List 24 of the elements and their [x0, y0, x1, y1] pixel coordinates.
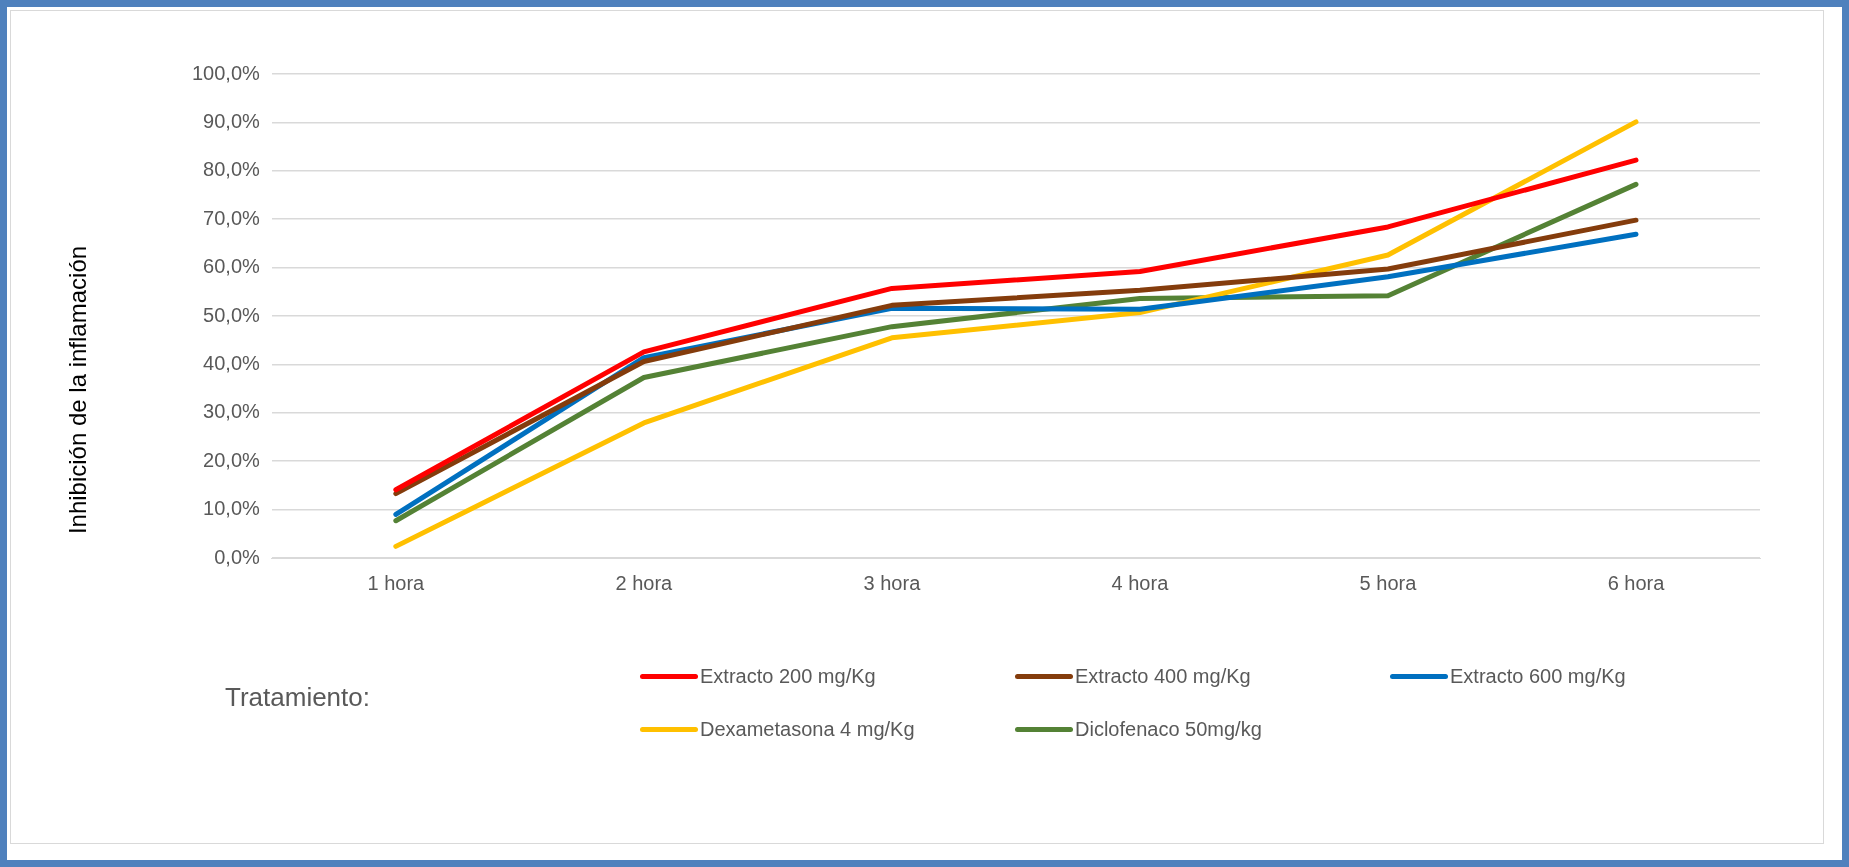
y-tick-label: 30,0% [203, 400, 261, 423]
y-tick-label: 70,0% [203, 206, 261, 229]
legend-label: Diclofenaco 50mg/kg [1075, 718, 1262, 741]
x-tick-label: 4 hora [1111, 571, 1170, 594]
x-tick-label: 5 hora [1359, 571, 1418, 594]
x-tick-label: 2 hora [615, 571, 674, 594]
legend-label: Extracto 400 mg/Kg [1075, 665, 1251, 688]
legend-label: Extracto 600 mg/Kg [1450, 665, 1626, 688]
y-tick-label: 50,0% [203, 303, 261, 326]
y-tick-label: 90,0% [203, 109, 261, 132]
x-tick-label: 6 hora [1607, 571, 1666, 594]
legend-title: Tratamiento: [225, 682, 370, 713]
y-tick-label: 0,0% [214, 545, 261, 568]
y-tick-label: 100,0% [191, 61, 261, 84]
y-tick-label: 80,0% [203, 158, 261, 181]
y-tick-label: 10,0% [203, 497, 261, 520]
legend-label: Extracto 200 mg/Kg [700, 665, 876, 688]
y-tick-label: 60,0% [203, 255, 261, 278]
y-tick-label: 20,0% [203, 448, 261, 471]
y-tick-label: 40,0% [203, 351, 261, 374]
x-tick-label: 3 hora [863, 571, 922, 594]
y-axis-title: Inhibición de la inflamación [64, 245, 92, 535]
x-tick-label: 1 hora [367, 571, 426, 594]
legend-label: Dexametasona 4 mg/Kg [700, 718, 915, 741]
